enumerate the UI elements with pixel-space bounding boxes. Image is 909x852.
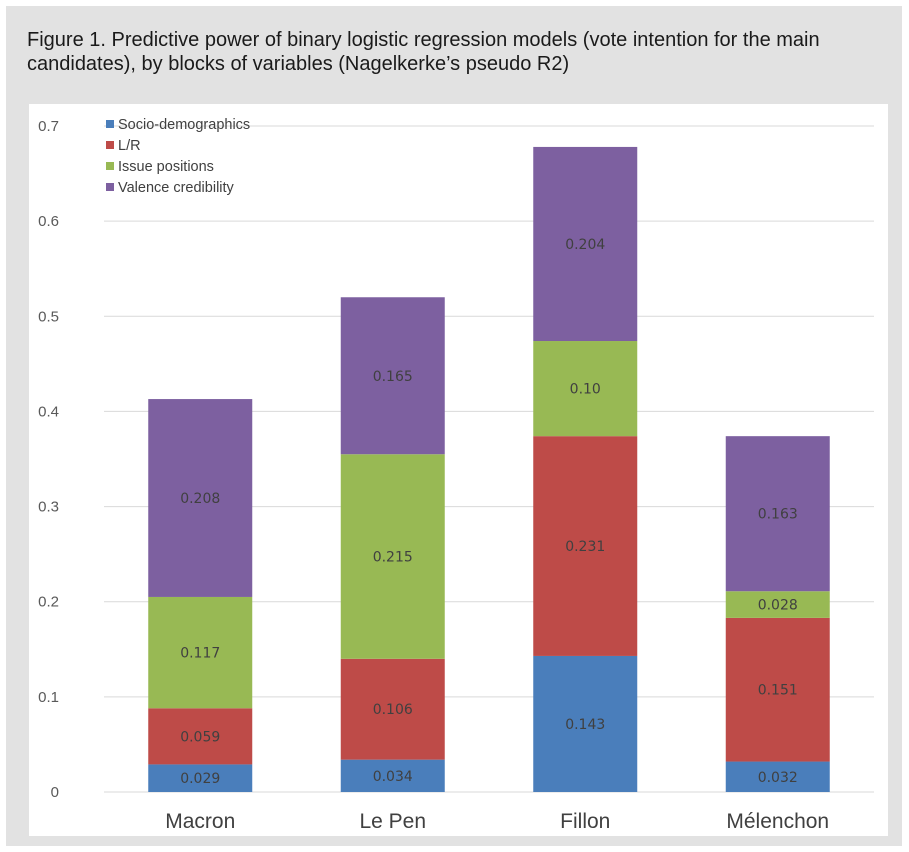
bar-segment [340,297,445,455]
legend-swatch [106,183,114,191]
y-tick-label: 0.4 [38,403,59,420]
data-label: 0.028 [758,598,798,614]
x-category-label: Le Pen [359,810,426,833]
bar-segment [148,708,253,765]
data-label: 0.143 [565,717,605,733]
data-label: 0.10 [570,382,601,398]
y-tick-label: 0.3 [38,499,59,516]
data-label: 0.029 [180,771,220,787]
bar-segment [148,764,253,792]
data-label: 0.117 [180,646,220,662]
bar-segment [340,658,445,760]
data-label: 0.231 [565,539,605,555]
y-tick-label: 0 [51,784,59,801]
y-tick-label: 0.7 [38,118,59,135]
bar-segment [148,399,253,597]
bar-segment [533,436,638,656]
stacked-bar-chart: 0 0.1 0.2 0.3 0.4 0.5 0.6 0.7 0.029 0.059 0.117 0.2… [38,117,874,833]
bar-segment [725,761,830,792]
legend-label: Socio-demographics [118,117,250,133]
figure-caption: Figure 1. Predictive power of binary log… [27,29,820,75]
legend-label: L/R [118,138,141,154]
x-category-label: Macron [165,810,235,833]
x-category-label: Mélenchon [726,810,829,833]
chart-area: 0 0.1 0.2 0.3 0.4 0.5 0.6 0.7 0.029 0.059 0.117 0.2… [29,104,888,836]
y-tick-label: 0.2 [38,594,59,611]
data-label: 0.215 [373,550,413,566]
data-label: 0.208 [180,491,220,507]
bar-segment [148,596,253,709]
bar-segment [725,436,830,592]
y-tick-label: 0.1 [38,689,59,706]
bar-segment [340,454,445,659]
legend-swatch [106,141,114,149]
legend-label: Issue positions [118,159,214,175]
bar-segment [725,617,830,762]
legend-swatch [106,120,114,128]
data-label: 0.059 [180,729,220,745]
legend-label: Valence credibility [118,180,235,196]
legend-swatch [106,162,114,170]
data-label: 0.204 [565,237,605,253]
bar-segment [340,759,445,792]
bar-segment [533,341,638,437]
x-category-label: Fillon [560,810,610,833]
bar-segment [725,591,830,618]
bar-segment [533,146,638,342]
y-tick-label: 0.5 [38,308,59,325]
bar-segment [533,655,638,792]
data-label: 0.163 [758,507,798,523]
data-label: 0.032 [758,770,798,786]
data-label: 0.165 [373,369,413,385]
data-label: 0.151 [758,683,798,699]
y-tick-label: 0.6 [38,213,59,230]
data-label: 0.106 [373,702,413,718]
figure-frame: Figure 1. Predictive power of binary log… [6,6,902,846]
data-label: 0.034 [373,769,413,785]
